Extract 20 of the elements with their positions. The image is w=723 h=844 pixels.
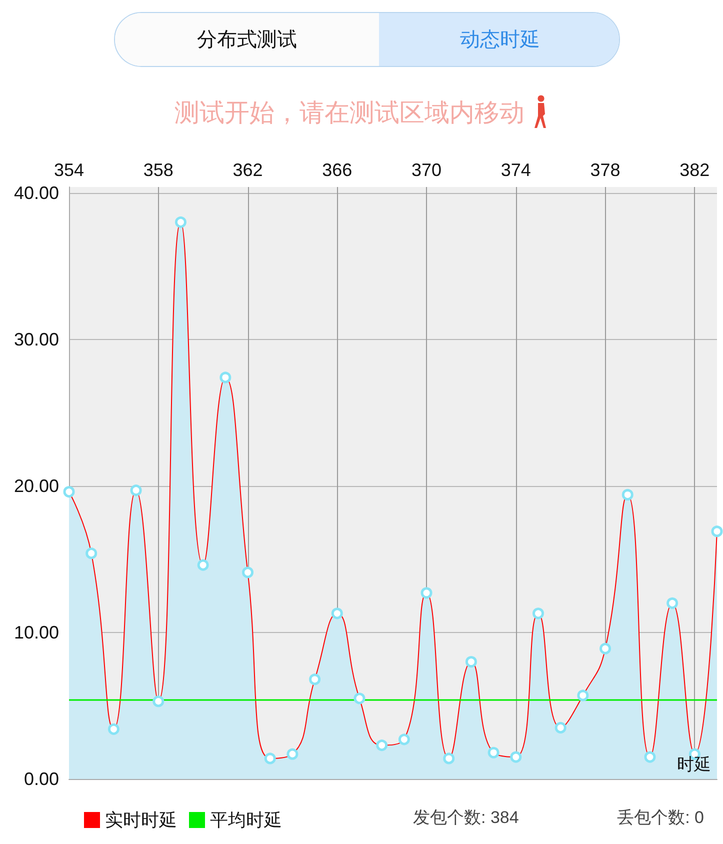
- x-tick-label: 370: [411, 160, 442, 180]
- chart-title: 测试开始，请在测试区域内移动: [174, 98, 524, 128]
- y-tick-label: 10.00: [14, 622, 59, 642]
- text: 发包个数: 384: [413, 807, 519, 829]
- tab-button[interactable]: 分布式测试: [115, 13, 379, 66]
- text: 丢包个数: 0: [617, 807, 704, 829]
- x-tick-label: 378: [590, 160, 620, 180]
- x-tick-label: 358: [143, 160, 174, 180]
- x-tick-label: 362: [232, 160, 263, 180]
- legend-label: 实时时延: [105, 810, 177, 830]
- x-tick-label: 354: [54, 160, 84, 180]
- x-tick-label: 366: [322, 160, 352, 180]
- y-tick-label: 40.00: [14, 182, 59, 203]
- y-tick-label: 30.00: [14, 329, 59, 350]
- x-tick-label: 382: [680, 160, 710, 180]
- y-axis-title: 时延: [677, 755, 711, 774]
- legend-label: 平均时延: [210, 810, 282, 830]
- x-tick-label: 374: [500, 160, 531, 180]
- y-tick-label: 20.00: [14, 476, 59, 496]
- y-tick-label: 0.00: [24, 769, 59, 789]
